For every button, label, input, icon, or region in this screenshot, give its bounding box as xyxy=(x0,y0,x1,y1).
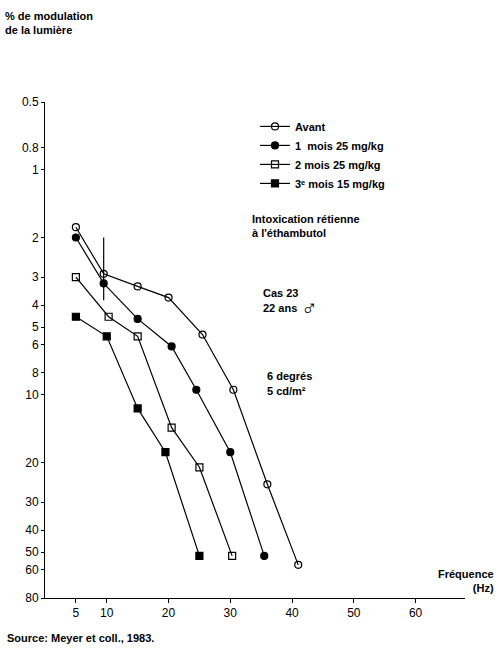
svg-text:♂: ♂ xyxy=(301,295,318,320)
svg-text:10: 10 xyxy=(25,388,39,402)
svg-text:3ᵉ mois 15 mg/kg: 3ᵉ mois 15 mg/kg xyxy=(295,178,385,190)
svg-text:30: 30 xyxy=(25,495,39,509)
svg-text:60: 60 xyxy=(25,563,39,577)
svg-text:Fréquence(Hz): Fréquence(Hz) xyxy=(438,568,494,594)
svg-text:5: 5 xyxy=(73,606,80,620)
svg-text:5 cd/m²: 5 cd/m² xyxy=(267,385,306,397)
svg-text:6: 6 xyxy=(32,338,39,352)
svg-text:% de modulationde la lumière: % de modulationde la lumière xyxy=(5,10,93,36)
svg-text:30: 30 xyxy=(224,606,238,620)
svg-text:Intoxication rétienne: Intoxication rétienne xyxy=(252,213,360,225)
svg-text:à l'éthambutol: à l'éthambutol xyxy=(252,227,326,239)
svg-text:5: 5 xyxy=(32,320,39,334)
svg-text:60: 60 xyxy=(409,606,423,620)
svg-text:22 ans: 22 ans xyxy=(263,302,297,314)
svg-text:10: 10 xyxy=(100,606,114,620)
svg-text:Avant: Avant xyxy=(295,121,325,133)
svg-text:50: 50 xyxy=(347,606,361,620)
svg-text:0.8: 0.8 xyxy=(22,141,39,155)
svg-text:1 mois 25 mg/kg: 1 mois 25 mg/kg xyxy=(295,140,384,152)
svg-text:40: 40 xyxy=(285,606,299,620)
svg-text:1: 1 xyxy=(32,163,39,177)
svg-text:80: 80 xyxy=(25,591,39,605)
svg-text:20: 20 xyxy=(25,456,39,470)
svg-text:4: 4 xyxy=(32,298,39,312)
svg-text:50: 50 xyxy=(25,545,39,559)
svg-text:2: 2 xyxy=(32,231,39,245)
svg-text:20: 20 xyxy=(162,606,176,620)
svg-text:40: 40 xyxy=(25,523,39,537)
svg-text:3: 3 xyxy=(32,270,39,284)
svg-text:0.5: 0.5 xyxy=(22,95,39,109)
svg-text:6 degrés: 6 degrés xyxy=(267,370,312,382)
svg-text:Cas 23: Cas 23 xyxy=(263,287,298,299)
svg-text:8: 8 xyxy=(32,366,39,380)
svg-text:Source: Meyer et coll., 1983.: Source: Meyer et coll., 1983. xyxy=(7,632,154,644)
svg-text:2 mois 25 mg/kg: 2 mois 25 mg/kg xyxy=(295,159,381,171)
